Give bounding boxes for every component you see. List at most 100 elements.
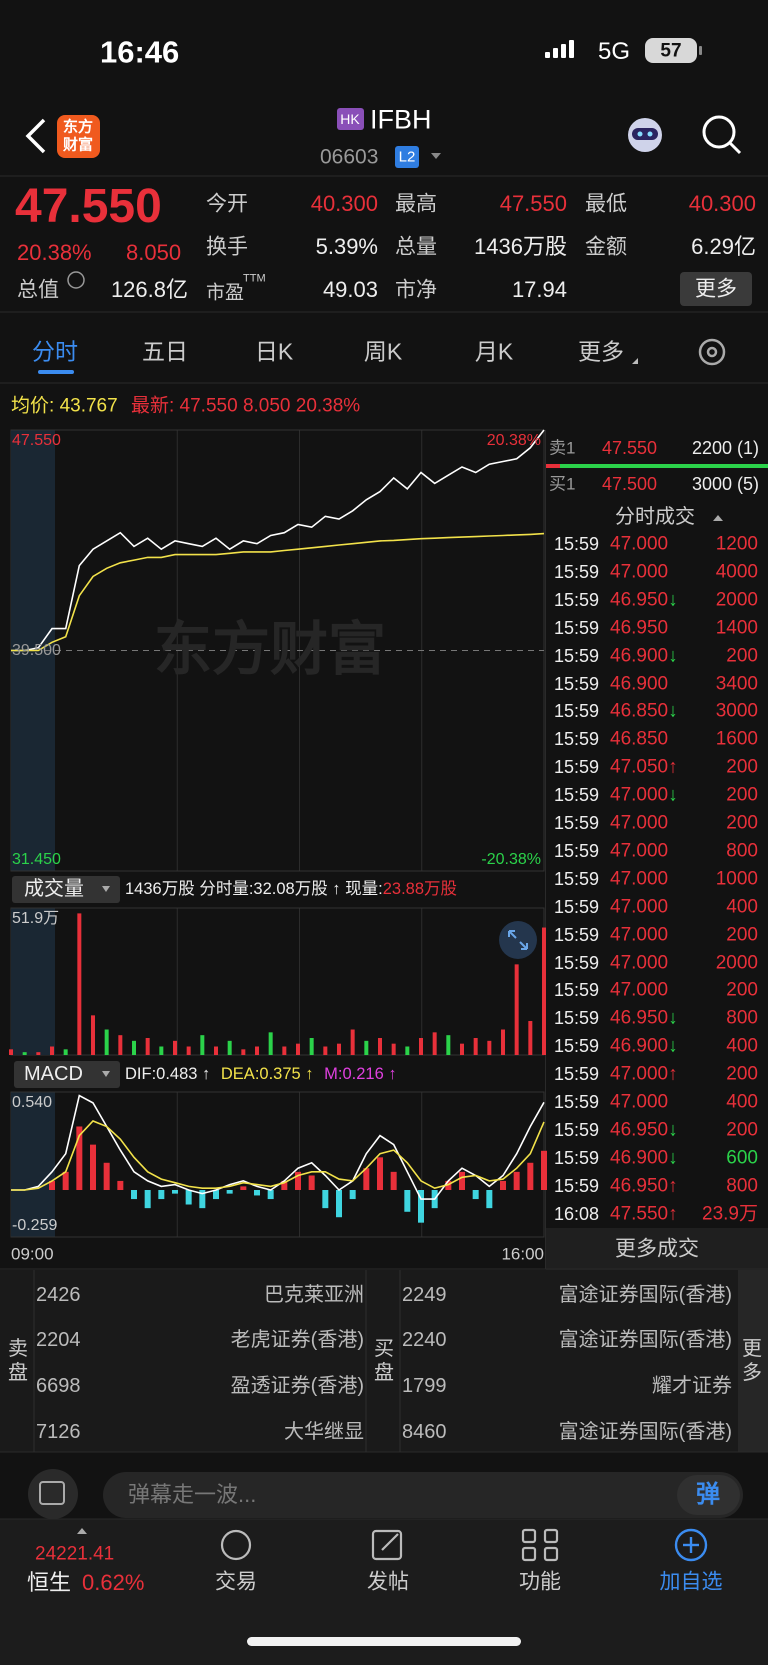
expand-button[interactable] — [499, 921, 537, 959]
more-trades[interactable]: 更多成交 — [615, 1237, 699, 1261]
buy-side-label: 买盘 — [374, 1338, 394, 1384]
index-value[interactable]: 24221.41 — [35, 1543, 115, 1565]
trade-time: 15:59 — [554, 701, 600, 722]
more-button-label[interactable]: 更多 — [695, 277, 737, 301]
trade-direction: ↑ — [668, 1203, 678, 1225]
indicator-name[interactable]: 成交量 — [24, 878, 84, 900]
brokers-more[interactable]: 更多 — [742, 1338, 762, 1384]
broker-id: 2240 — [402, 1329, 447, 1351]
change-pct: 20.38% — [17, 240, 92, 265]
trade-price-text: 46.950 — [610, 1175, 669, 1197]
macd-bar — [172, 1189, 178, 1194]
danmu-placeholder[interactable]: 弹幕走一波... — [128, 1482, 257, 1507]
macd-bar — [472, 1189, 479, 1200]
volume-bar — [528, 1021, 533, 1055]
volume-minute-label: 分时量: — [199, 879, 254, 898]
indicator-selector[interactable] — [14, 1061, 120, 1088]
nav-item[interactable]: 功能 — [519, 1570, 561, 1594]
trade-time: 15:59 — [554, 729, 600, 750]
trade-time: 15:59 — [554, 924, 600, 945]
assistant-icon[interactable] — [628, 118, 662, 152]
battery-level: 57 — [660, 40, 682, 62]
indicator-name[interactable]: MACD — [24, 1063, 83, 1085]
trade-time: 16:08 — [554, 1203, 600, 1224]
trade-direction: ↓ — [668, 700, 678, 722]
nav-item[interactable]: 交易 — [215, 1570, 257, 1594]
broker-id: 6698 — [36, 1375, 81, 1397]
broker-name: 富途证券国际(香港) — [558, 1329, 732, 1351]
change: 8.050 — [126, 240, 182, 265]
tab[interactable]: 分时 — [32, 338, 78, 365]
index-name[interactable]: 恒生 — [27, 1570, 72, 1595]
last-price: 47.550 — [15, 180, 162, 233]
tab[interactable]: 五日 — [142, 338, 188, 365]
battery-icon — [645, 38, 697, 63]
macd-bar — [131, 1189, 137, 1200]
nav-icon[interactable] — [220, 1528, 559, 1562]
macd-bar — [377, 1157, 383, 1190]
field-label-suffix: TTM — [243, 272, 266, 285]
broker-panel — [0, 1270, 768, 1452]
logo-text: 东方 — [62, 118, 94, 136]
broker-more-bg[interactable] — [738, 1270, 768, 1452]
volume-bar — [460, 1043, 464, 1055]
trade-time: 15:59 — [554, 785, 600, 806]
tab[interactable]: 更多 — [578, 338, 624, 365]
bid-price: 47.500 — [602, 474, 658, 494]
sort-caret[interactable] — [713, 515, 723, 521]
trade-price-text: 46.850 — [610, 700, 669, 722]
trade-volume: 1000 — [715, 868, 758, 890]
more-trades-bg[interactable] — [546, 1228, 768, 1270]
watermark: 东方财富 — [153, 617, 387, 682]
volume-bar — [501, 1029, 505, 1055]
nav-item[interactable]: 发帖 — [367, 1570, 409, 1594]
trade-price-cell: 47.550↑ — [610, 1204, 678, 1223]
bid-label: 买1 — [549, 474, 576, 494]
macd-bar — [445, 1180, 452, 1190]
latest-change: 8.050 — [242, 395, 291, 417]
tab[interactable]: 月K — [474, 338, 514, 365]
field-label: 市净 — [395, 278, 437, 302]
settings-icon[interactable] — [698, 338, 726, 366]
nav-item[interactable]: 加自选 — [659, 1570, 723, 1594]
broker-name: 老虎证券(香港) — [230, 1329, 364, 1351]
tab[interactable]: 周K — [363, 338, 403, 365]
search-button[interactable] — [702, 115, 742, 155]
field-label: 最低 — [585, 192, 627, 216]
back-button[interactable] — [25, 118, 46, 154]
dropdown-caret[interactable] — [431, 153, 441, 159]
danmu-icon[interactable] — [28, 1469, 78, 1519]
field-label: 最高 — [395, 192, 437, 216]
trade-price-text: 46.900 — [610, 1147, 669, 1169]
danmu-input[interactable] — [103, 1472, 743, 1518]
avg-label: 均价: — [11, 395, 55, 417]
danmu-send[interactable] — [677, 1475, 740, 1515]
more-button[interactable] — [680, 272, 752, 306]
price-line — [11, 429, 545, 652]
selector-caret[interactable] — [102, 886, 110, 892]
macd-bar — [363, 1168, 370, 1190]
field-value: 49.03 — [322, 277, 378, 302]
macd-bar — [459, 1171, 465, 1190]
trade-price-cell: 46.900↓ — [610, 1148, 678, 1167]
status-network: 5G — [598, 38, 631, 65]
trade-direction: ↑ — [668, 756, 678, 778]
volume-bar — [282, 1046, 287, 1055]
volume-bar — [214, 1046, 218, 1055]
y-tick-label: 47.550 — [12, 432, 61, 449]
trade-time: 15:59 — [554, 1008, 600, 1029]
indicator-selector[interactable] — [12, 876, 120, 903]
index-pct[interactable]: 0.62% — [82, 1570, 145, 1595]
field-label: 换手 — [206, 235, 248, 259]
info-icon[interactable] — [67, 271, 85, 289]
field-label: 总值 — [17, 278, 59, 302]
ask-price: 47.550 — [602, 438, 658, 458]
selector-caret[interactable] — [102, 1071, 110, 1077]
trade-price: 47.000 — [610, 1091, 669, 1113]
trade-volume: 200 — [726, 645, 758, 667]
latest-label: 最新: — [130, 395, 175, 417]
tab[interactable]: 日K — [254, 338, 294, 365]
danmu-button[interactable]: 弹 — [696, 1481, 720, 1508]
nav-icon[interactable] — [674, 1528, 708, 1562]
volume-summary: 1436万股 分时量:32.08万股 ↑ 现量:23.88万股 — [125, 881, 457, 898]
